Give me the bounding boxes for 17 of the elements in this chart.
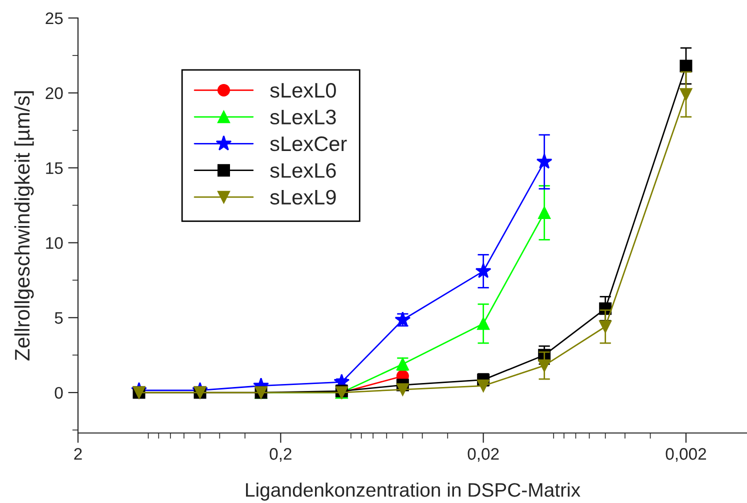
x-tick-label: 2 xyxy=(74,448,82,460)
legend-label: sLexL3 xyxy=(270,110,336,124)
legend-label: sLexL6 xyxy=(270,163,336,178)
y-tick-label: 5 xyxy=(54,312,63,324)
y-tick-label: 20 xyxy=(46,87,63,100)
y-tick-label: 0 xyxy=(54,386,63,399)
y-tick-label: 15 xyxy=(46,162,63,174)
y-axis-title: Zellrollgeschwindigkeit [µm/s] xyxy=(14,91,34,361)
legend-label: sLexCer xyxy=(270,136,347,152)
x-tick-label: 0,2 xyxy=(270,448,292,462)
x-tick-label: 0,02 xyxy=(468,448,499,462)
y-tick-label: 10 xyxy=(46,237,63,249)
legend-label: sLexL9 xyxy=(270,190,336,205)
x-axis-title: Ligandenkonzentration in DSPC-Matrix xyxy=(246,482,580,501)
legend-label: sLexL0 xyxy=(270,82,336,98)
y-tick-label: 25 xyxy=(46,12,63,24)
x-tick-label: 0,002 xyxy=(666,448,706,462)
